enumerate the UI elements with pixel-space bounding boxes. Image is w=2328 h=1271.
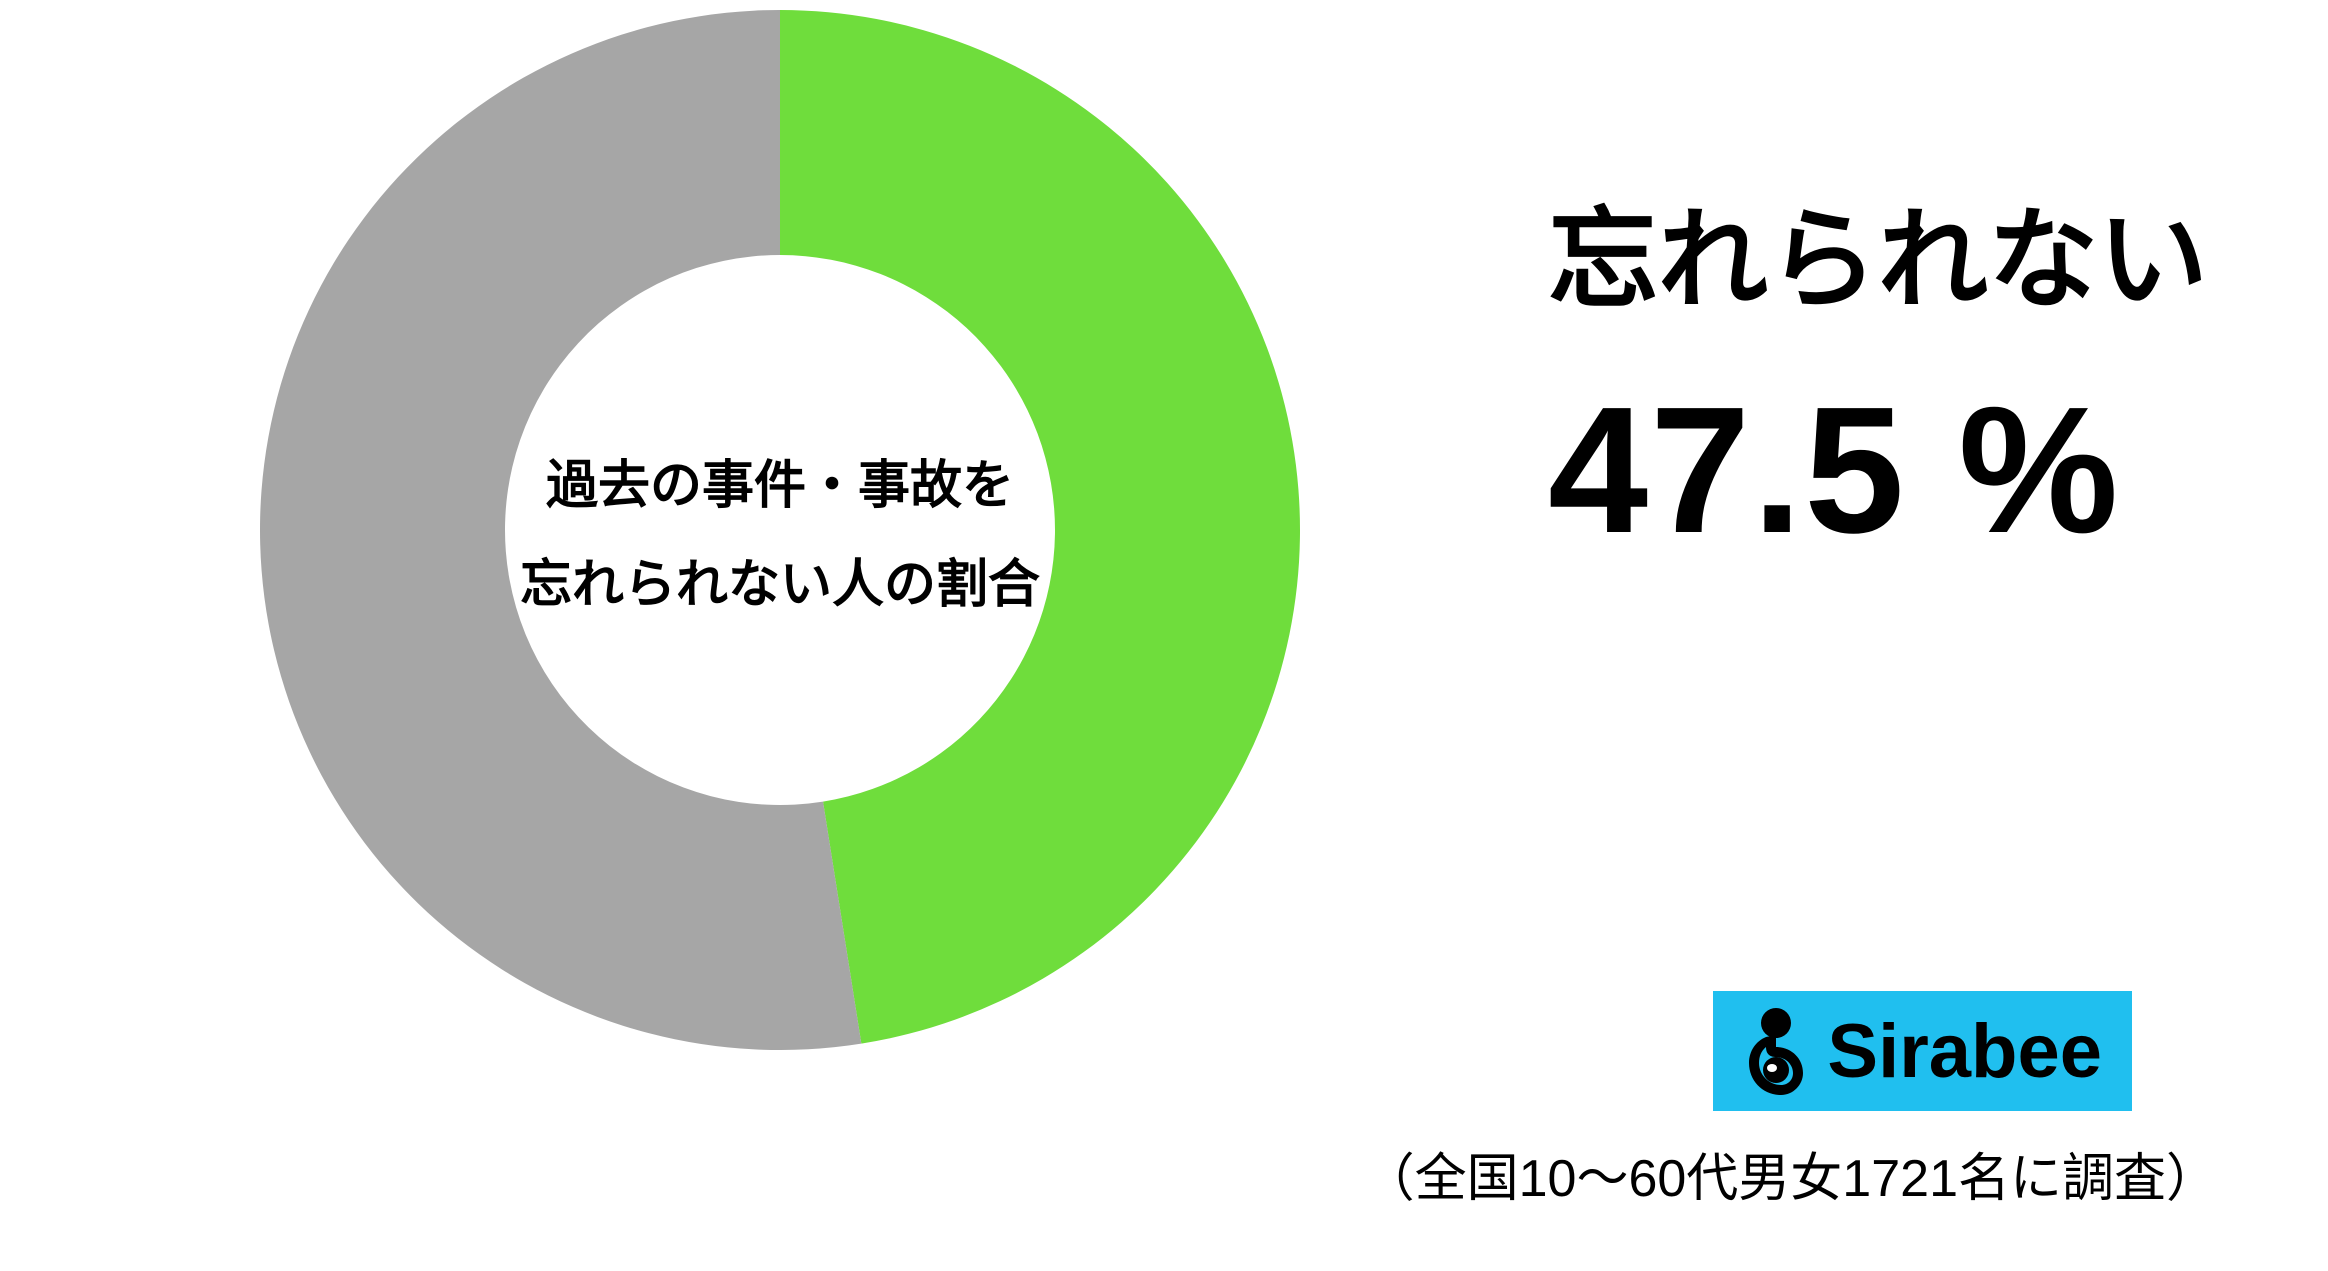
sirabee-logo-icon [1743, 1007, 1809, 1095]
sirabee-logo: Sirabee [1713, 991, 2132, 1111]
chart-center-caption: 過去の事件・事故を 忘れられない人の割合 [240, 0, 1320, 1070]
survey-footnote: （全国10～60代男女1721名に調査） [1363, 1136, 2218, 1211]
callout-percent: 47.5 % [1548, 381, 2208, 561]
center-line-1: 過去の事件・事故を [546, 443, 1014, 518]
callout-label: 忘れられない [1548, 200, 2208, 321]
center-line-2: 忘れられない人の割合 [520, 542, 1040, 617]
callout-block: 忘れられない 47.5 % [1548, 200, 2208, 561]
sirabee-logo-text: Sirabee [1827, 1008, 2102, 1095]
